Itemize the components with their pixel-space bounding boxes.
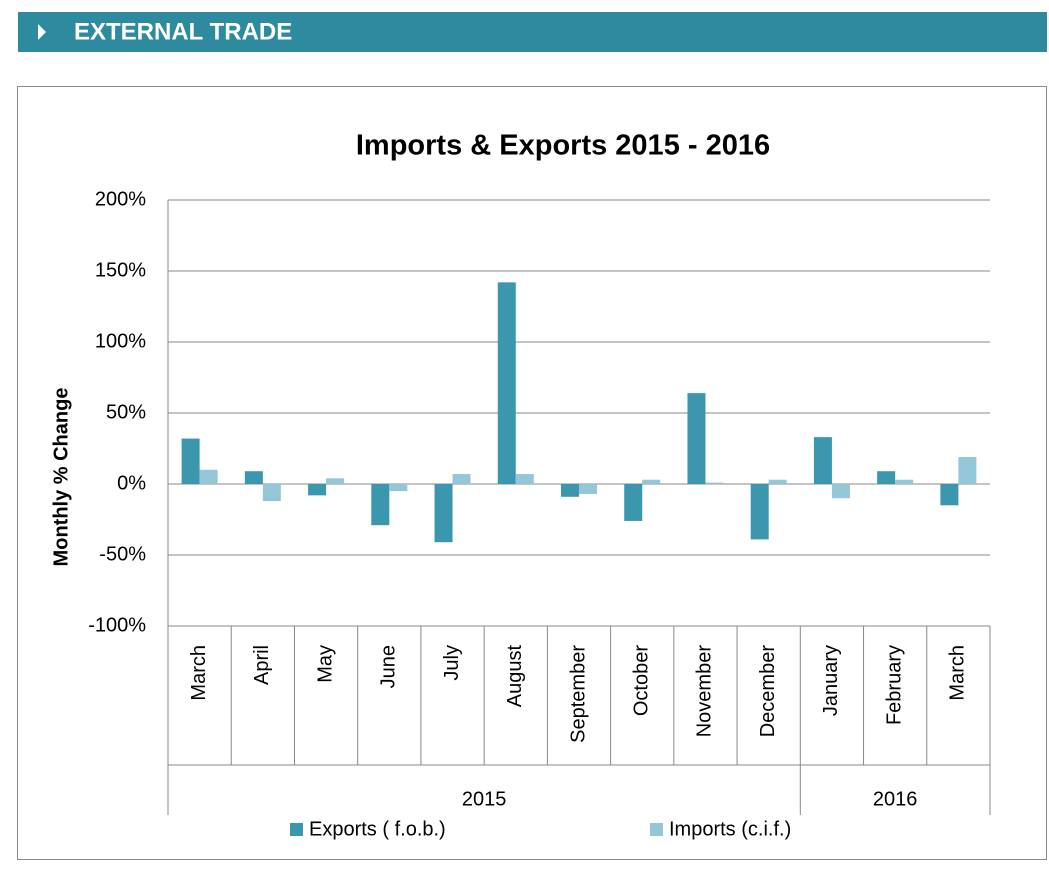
bar	[687, 393, 706, 484]
bar	[181, 438, 200, 484]
header-bar	[18, 12, 1047, 52]
y-tick-label: 50%	[106, 401, 146, 423]
bar	[244, 471, 263, 484]
bar	[831, 484, 850, 499]
header-arrow	[38, 24, 46, 40]
bar	[624, 484, 643, 521]
bar	[813, 437, 832, 484]
x-tick-label: December	[757, 645, 779, 738]
x-tick-label: November	[694, 645, 716, 738]
bar	[371, 484, 390, 526]
x-tick-label: July	[441, 645, 463, 681]
legend-label: Imports (c.i.f.)	[669, 818, 791, 840]
x-tick-label: March	[188, 645, 210, 701]
chart-title: Imports & Exports 2015 - 2016	[356, 130, 770, 162]
legend-label: Exports ( f.o.b.)	[309, 818, 446, 840]
bar	[452, 474, 471, 484]
bar	[940, 484, 959, 506]
y-tick-label: -50%	[99, 543, 146, 565]
group-label: 2015	[462, 788, 507, 810]
x-tick-label: April	[251, 645, 273, 685]
y-tick-label: 200%	[95, 188, 146, 210]
bar	[877, 471, 896, 484]
bar	[326, 478, 345, 484]
y-axis-label: Monthly % Change	[50, 388, 72, 567]
x-tick-label: October	[631, 645, 653, 716]
x-tick-label: August	[504, 645, 526, 708]
bar	[579, 484, 597, 494]
x-tick-label: March	[947, 645, 969, 701]
bar	[199, 469, 218, 484]
bar	[308, 484, 327, 496]
bar	[768, 479, 787, 484]
bar	[642, 479, 661, 484]
bar	[561, 484, 579, 497]
bar	[958, 457, 977, 484]
y-tick-label: 100%	[95, 330, 146, 352]
x-tick-label: February	[883, 645, 905, 725]
bar	[434, 484, 453, 543]
legend-swatch	[290, 823, 303, 836]
group-label: 2016	[873, 788, 918, 810]
y-tick-label: 0%	[117, 472, 146, 494]
x-tick-label: September	[567, 645, 589, 743]
legend-swatch	[650, 823, 663, 836]
bar	[497, 282, 516, 484]
x-tick-label: January	[820, 645, 842, 716]
bar	[262, 484, 281, 502]
bar	[705, 482, 724, 484]
bar	[515, 474, 534, 484]
bar	[389, 484, 408, 492]
bar	[750, 484, 769, 540]
bar	[895, 479, 914, 484]
x-tick-label: June	[378, 645, 400, 688]
y-tick-label: 150%	[95, 259, 146, 281]
x-tick-label: May	[314, 645, 336, 683]
header-title: EXTERNAL TRADE	[74, 18, 292, 45]
chart-frame	[17, 86, 1047, 860]
y-tick-label: -100%	[88, 614, 146, 636]
